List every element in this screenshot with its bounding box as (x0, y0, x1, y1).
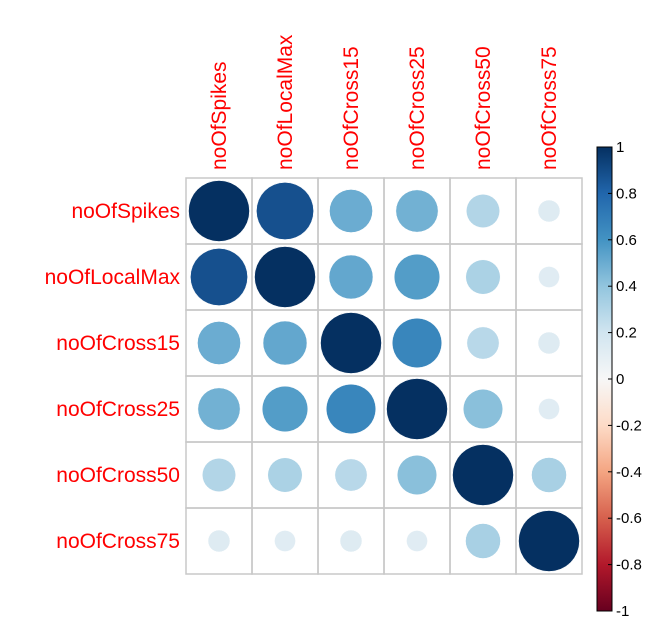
colorbar: 1 0.8 0.6 0.4 0.2 0 -0.2 -0.4 -0.6 -0.8 -1 (596, 139, 642, 620)
correlation-circle-noOfLocalMax-noOfCross25 (393, 253, 441, 301)
correlation-circle-noOfCross25-noOfCross50 (462, 388, 504, 430)
row-labels: noOfSpikes noOfLocalMax noOfCross15 noOfCro… (45, 200, 181, 553)
correlation-circle-noOfCross75-noOfCross75 (518, 510, 580, 572)
correlation-circle-noOfLocalMax-noOfLocalMax (254, 246, 316, 308)
correlation-circle-noOfCross15-noOfCross15 (320, 312, 382, 374)
correlation-circle-noOfCross50-noOfCross75 (531, 457, 567, 493)
correlation-circle-noOfCross15-noOfLocalMax (262, 320, 308, 366)
row-label: noOfLocalMax (45, 266, 181, 289)
colorbar-tick-label: -1 (616, 603, 629, 620)
correlation-circle-noOfCross75-noOfCross25 (406, 530, 428, 552)
correlation-circle-noOfCross75-noOfCross50 (465, 523, 501, 559)
colorbar-tick-label: 0 (616, 371, 624, 388)
column-label: noOfCross50 (472, 46, 495, 170)
row-label: noOfCross50 (56, 464, 180, 487)
correlation-circle-noOfCross50-noOfSpikes (202, 458, 236, 492)
correlation-circle-noOfCross75-noOfCross15 (339, 529, 363, 553)
grid-cell (515, 507, 583, 575)
correlation-circle-noOfSpikes-noOfCross75 (537, 199, 561, 223)
correlation-circle-noOfSpikes-noOfCross50 (466, 194, 500, 228)
correlation-circle-noOfCross25-noOfSpikes (197, 387, 241, 431)
matrix-grid (185, 177, 583, 575)
column-labels: noOfSpikes noOfLocalMax noOfCross15 noOfCro… (208, 34, 561, 170)
correlation-circle-noOfCross25-noOfCross25 (386, 378, 448, 440)
correlation-circle-noOfLocalMax-noOfCross50 (465, 259, 501, 295)
colorbar-tick-label: 0.2 (616, 325, 637, 342)
correlation-circle-noOfCross15-noOfCross75 (537, 331, 561, 355)
correlation-circle-noOfCross75-noOfSpikes (207, 529, 231, 553)
column-label: noOfCross15 (340, 46, 363, 170)
column-label: noOfCross75 (538, 46, 561, 170)
correlation-circle-noOfCross15-noOfSpikes (197, 321, 241, 365)
correlation-circle-noOfCross15-noOfCross50 (466, 326, 500, 360)
row-label: noOfSpikes (71, 200, 180, 223)
column-label: noOfCross25 (406, 46, 429, 170)
colorbar-tick-label: 1 (616, 139, 624, 156)
row-label: noOfCross75 (56, 530, 180, 553)
correlation-circle-noOfCross75-noOfLocalMax (274, 530, 296, 552)
correlation-circle-noOfCross50-noOfCross50 (452, 444, 514, 506)
colorbar-tick-label: -0.2 (616, 417, 642, 434)
correlation-circle-noOfCross25-noOfCross75 (538, 398, 560, 420)
row-label: noOfCross25 (56, 398, 180, 421)
correlation-circle-noOfCross50-noOfCross25 (396, 454, 438, 496)
correlation-circles (188, 180, 580, 572)
correlation-circle-noOfSpikes-noOfCross15 (329, 189, 373, 233)
colorbar-tick-label: -0.4 (616, 464, 642, 481)
correlation-circle-noOfLocalMax-noOfSpikes (190, 248, 248, 306)
correlation-circle-noOfSpikes-noOfSpikes (188, 180, 250, 242)
correlation-circle-noOfLocalMax-noOfCross15 (328, 254, 374, 300)
correlation-circle-noOfCross25-noOfLocalMax (261, 385, 309, 433)
correlation-circle-noOfLocalMax-noOfCross75 (538, 266, 560, 288)
correlation-circle-noOfCross15-noOfCross25 (391, 317, 443, 369)
row-label: noOfCross15 (56, 332, 180, 355)
colorbar-tick-label: 0.4 (616, 278, 637, 295)
column-label: noOfLocalMax (274, 34, 297, 170)
colorbar-tick-label: -0.8 (616, 557, 642, 574)
correlation-circle-noOfCross25-noOfCross15 (325, 383, 377, 435)
column-label: noOfSpikes (208, 61, 231, 170)
correlation-circle-noOfSpikes-noOfLocalMax (256, 182, 314, 240)
colorbar-tick-label: -0.6 (616, 510, 642, 527)
correlation-circle-noOfCross50-noOfLocalMax (267, 457, 303, 493)
colorbar-tick-label: 0.8 (616, 185, 637, 202)
colorbar-tick-label: 0.6 (616, 232, 637, 249)
correlation-circle-noOfCross50-noOfCross15 (334, 458, 368, 492)
correlation-circle-noOfSpikes-noOfCross25 (395, 189, 439, 233)
